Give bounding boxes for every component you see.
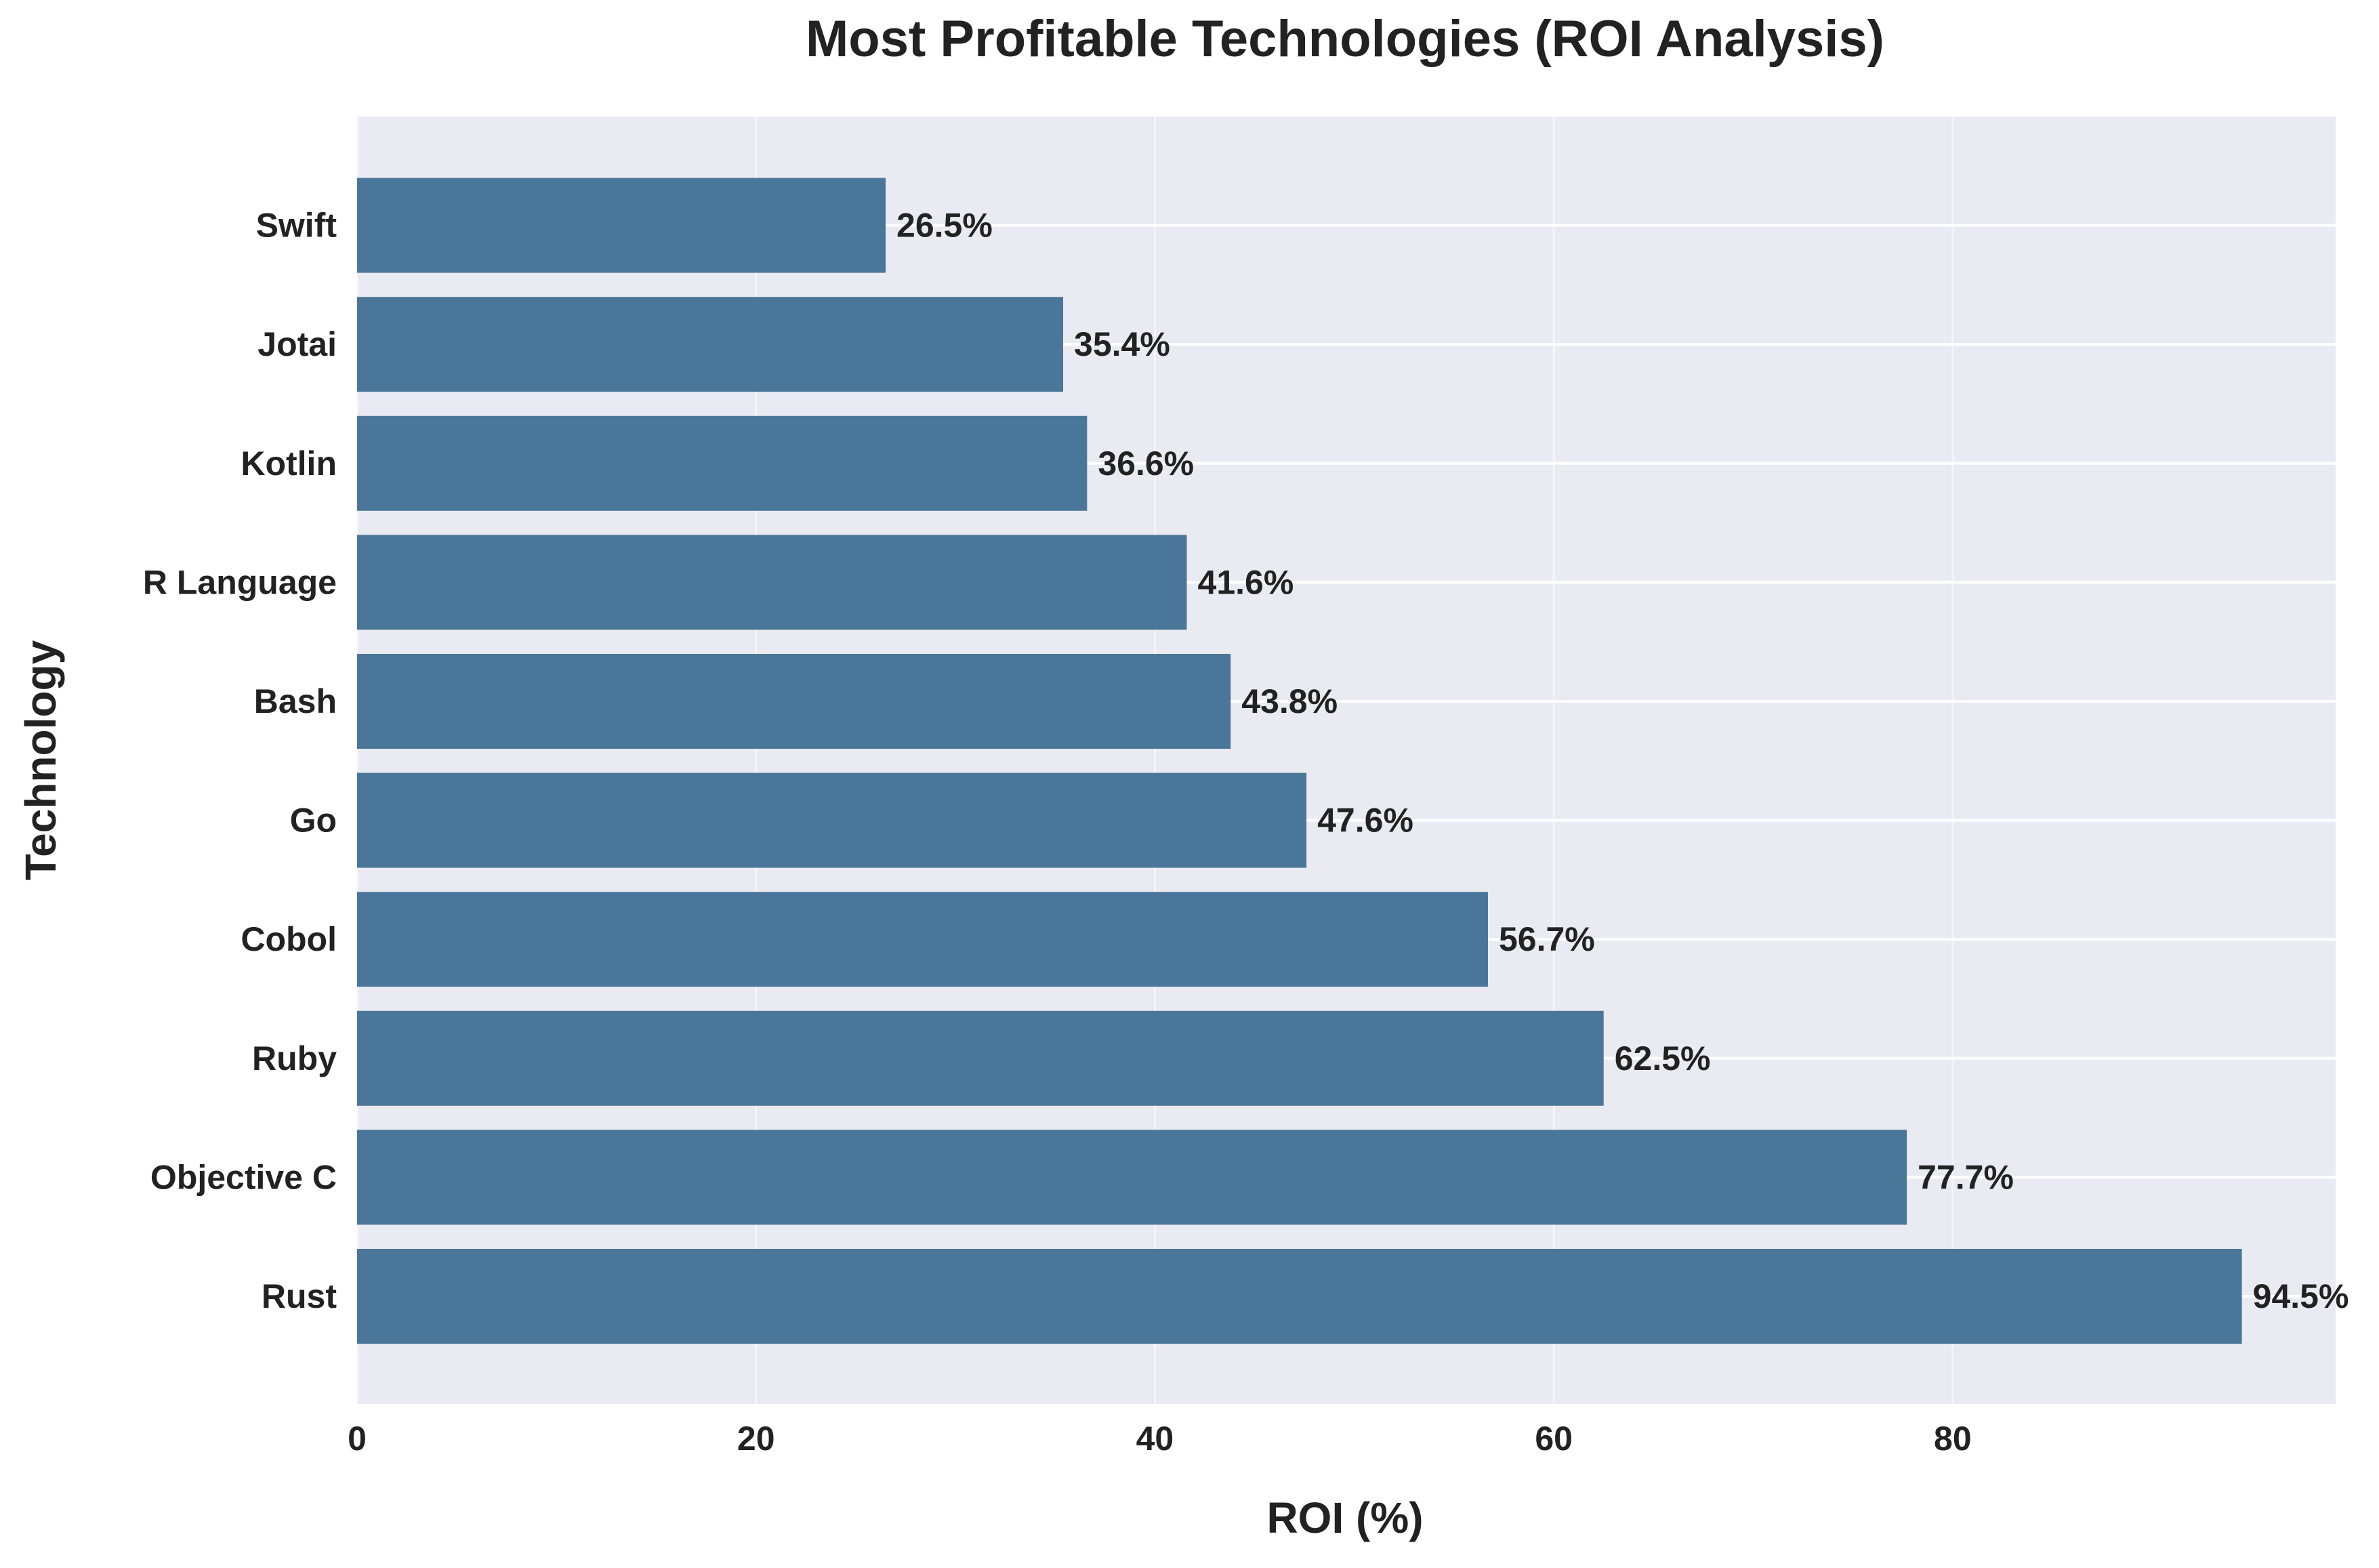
y-tick-label: Cobol: [241, 920, 337, 958]
x-tick-label: 0: [348, 1420, 367, 1458]
y-axis-ticks: Rust Objective C Ruby Cobol Go Bash R Language…: [143, 207, 337, 1315]
x-axis-label: ROI (%): [1266, 1493, 1423, 1542]
chart-title: Most Profitable Technologies (ROI Analys…: [806, 10, 1884, 68]
bar: [357, 535, 1187, 630]
x-tick-label: 60: [1535, 1420, 1573, 1458]
y-tick-label: Swift: [256, 207, 337, 245]
y-tick-label: R Language: [143, 563, 337, 601]
data-label: 41.6%: [1198, 563, 1294, 601]
y-tick-label: Bash: [254, 682, 337, 720]
bar: [357, 654, 1231, 749]
data-label: 26.5%: [896, 207, 993, 245]
bar: [357, 1130, 1907, 1225]
data-label: 43.8%: [1241, 682, 1338, 720]
bar: [357, 1249, 2242, 1344]
y-tick-label: Kotlin: [241, 445, 337, 482]
bar: [357, 1010, 1604, 1106]
y-tick-label: Ruby: [252, 1039, 337, 1077]
data-label: 56.7%: [1499, 920, 1595, 958]
x-tick-label: 20: [737, 1420, 775, 1458]
y-axis-label: Technology: [16, 640, 65, 880]
data-label: 36.6%: [1098, 445, 1194, 482]
y-tick-label: Go: [290, 802, 337, 840]
bar: [357, 892, 1488, 987]
data-label: 94.5%: [2253, 1277, 2349, 1315]
bar: [357, 297, 1064, 392]
x-tick-label: 80: [1934, 1420, 1972, 1458]
data-label: 47.6%: [1317, 802, 1413, 840]
data-labels: 94.5% 77.7% 62.5% 56.7% 47.6% 43.8% 41.6% 36.6%…: [896, 207, 2349, 1315]
x-axis-ticks: 0 20 40 60 80: [348, 1420, 1972, 1458]
x-tick-label: 40: [1136, 1420, 1174, 1458]
bar: [357, 415, 1088, 511]
y-tick-label: Objective C: [150, 1158, 337, 1196]
data-label: 62.5%: [1615, 1039, 1711, 1077]
y-tick-label: Jotai: [257, 325, 337, 363]
data-label: 77.7%: [1918, 1158, 2014, 1196]
bar: [357, 772, 1307, 868]
y-tick-label: Rust: [262, 1277, 337, 1315]
bars: [357, 178, 2242, 1344]
bar: [357, 178, 886, 273]
data-label: 35.4%: [1074, 325, 1170, 363]
